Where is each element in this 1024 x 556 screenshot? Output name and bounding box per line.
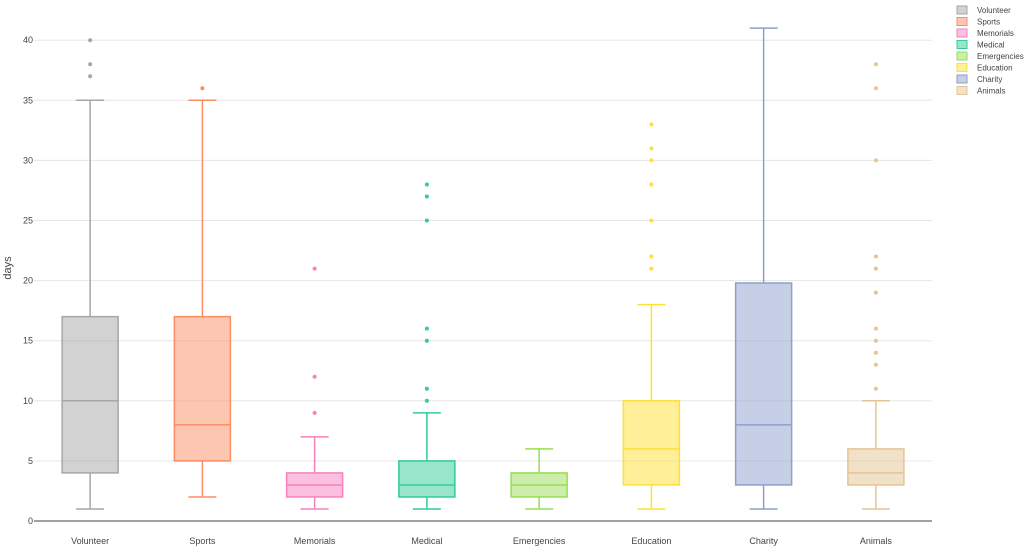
gridlines	[34, 39, 932, 462]
legend-swatch	[956, 63, 968, 72]
outlier-point	[873, 62, 878, 67]
legend-item-sports[interactable]: Sports	[956, 17, 1000, 27]
box-sports[interactable]	[173, 86, 232, 498]
y-tick-label: 35	[23, 95, 33, 105]
x-tick-label: Medical	[411, 536, 442, 546]
legend-item-education[interactable]: Education	[956, 63, 1013, 73]
legend-label: Sports	[977, 18, 1000, 27]
x-axis-ticks: Volunteer Sports Memorials Medical Emergenci…	[71, 536, 892, 546]
outlier-point	[873, 362, 878, 367]
x-tick-label: Charity	[749, 536, 778, 546]
legend-swatch	[956, 86, 968, 95]
outlier-point	[88, 74, 93, 79]
outlier-point	[873, 386, 878, 391]
legend-label: Animals	[977, 87, 1005, 96]
outlier-point	[873, 158, 878, 163]
y-tick-label: 25	[23, 216, 33, 226]
legend-item-medical[interactable]: Medical	[956, 40, 1005, 50]
iqr-box	[398, 460, 456, 498]
y-tick-label: 0	[28, 516, 33, 526]
outlier-point	[649, 146, 654, 151]
outlier-point	[649, 218, 654, 223]
legend-swatch	[956, 40, 968, 49]
x-tick-label: Emergencies	[513, 536, 566, 546]
legend-item-memorials[interactable]: Memorials	[956, 28, 1014, 38]
outlier-point	[873, 290, 878, 295]
box-education[interactable]	[622, 122, 681, 510]
y-tick-label: 40	[23, 35, 33, 45]
outlier-point	[200, 86, 205, 91]
box-medical[interactable]	[398, 182, 456, 510]
iqr-box	[734, 282, 793, 486]
x-tick-label: Animals	[860, 536, 893, 546]
legend-item-volunteer[interactable]: Volunteer	[956, 5, 1011, 15]
y-tick-label: 30	[23, 155, 33, 165]
outlier-point	[649, 122, 654, 127]
outlier-point	[424, 326, 429, 331]
outlier-point	[873, 326, 878, 331]
legend-label: Volunteer	[977, 6, 1011, 15]
legend-label: Emergencies	[977, 52, 1024, 61]
box-volunteer[interactable]	[61, 38, 119, 510]
outlier-point	[649, 266, 654, 271]
x-tick-label: Sports	[189, 536, 216, 546]
outlier-point	[873, 266, 878, 271]
box-series	[61, 27, 905, 510]
outlier-point	[312, 374, 317, 379]
legend-swatch	[956, 51, 968, 61]
box-animals[interactable]	[847, 62, 905, 510]
outlier-point	[649, 254, 654, 259]
outlier-point	[649, 158, 654, 163]
outlier-point	[88, 38, 93, 43]
iqr-box	[847, 448, 905, 486]
outlier-point	[424, 398, 429, 403]
legend-swatch	[956, 17, 968, 26]
iqr-box	[61, 315, 119, 474]
legend-label: Memorials	[977, 29, 1014, 38]
legend-swatch	[956, 74, 968, 84]
legend-item-animals[interactable]: Animals	[956, 86, 1005, 96]
outlier-point	[649, 182, 654, 187]
outlier-point	[873, 350, 878, 355]
x-tick-label: Memorials	[294, 536, 336, 546]
legend[interactable]: Volunteer Sports Memorials Medical Emergenci…	[956, 5, 1024, 96]
legend-label: Medical	[977, 41, 1005, 50]
outlier-point	[424, 218, 429, 223]
outlier-point	[424, 182, 429, 187]
outlier-point	[424, 194, 429, 199]
iqr-box	[173, 315, 232, 462]
y-tick-label: 15	[23, 336, 33, 346]
outlier-point	[873, 86, 878, 91]
box-emergencies[interactable]	[510, 448, 568, 510]
outlier-point	[873, 254, 878, 259]
iqr-box	[622, 400, 681, 486]
legend-swatch	[956, 5, 968, 15]
y-tick-label: 5	[28, 456, 33, 466]
legend-item-charity[interactable]: Charity	[956, 74, 1002, 84]
x-tick-label: Volunteer	[71, 536, 109, 546]
legend-item-emergencies[interactable]: Emergencies	[956, 51, 1024, 61]
legend-swatch	[956, 28, 968, 38]
outlier-point	[873, 338, 878, 343]
box-charity[interactable]	[734, 27, 793, 510]
legend-label: Education	[977, 64, 1013, 73]
outlier-point	[88, 62, 93, 67]
y-tick-label: 20	[23, 276, 33, 286]
outlier-point	[424, 338, 429, 343]
legend-label: Charity	[977, 75, 1002, 84]
y-tick-label: 10	[23, 396, 33, 406]
outlier-point	[312, 266, 317, 271]
outlier-point	[312, 410, 317, 415]
x-tick-label: Education	[631, 536, 671, 546]
outlier-point	[424, 386, 429, 391]
box-memorials[interactable]	[285, 266, 344, 510]
y-axis-title: days	[2, 256, 14, 280]
y-axis-ticks: 0 5 10 15 20 25 30 35 40	[23, 35, 33, 526]
